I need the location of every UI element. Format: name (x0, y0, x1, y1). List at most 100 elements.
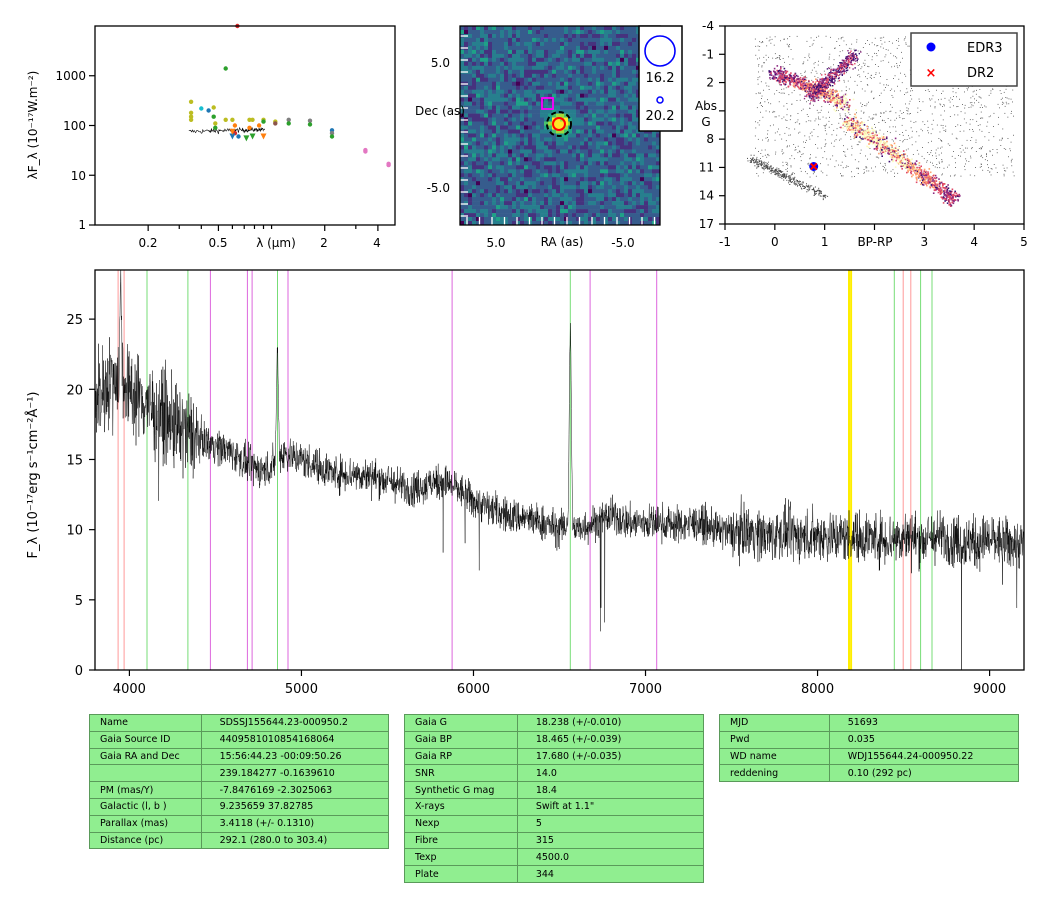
hrd-star (968, 161, 970, 162)
cutout-pixel (524, 49, 529, 55)
cutout-pixel (656, 217, 661, 222)
hrd-ms-star (890, 151, 892, 154)
cutout-pixel (460, 65, 465, 71)
hrd-star (762, 41, 763, 42)
cutout-pixel (568, 193, 573, 198)
cutout-pixel (556, 125, 561, 130)
cutout-pixel (580, 221, 585, 226)
cutout-pixel (480, 169, 485, 174)
hrd-star (757, 77, 759, 79)
cutout-pixel (468, 81, 473, 86)
cutout-pixel (580, 69, 585, 75)
hrd-star (891, 95, 893, 96)
cutout-pixel (476, 45, 481, 51)
cutout-pixel (500, 121, 505, 126)
hrd-ms-star (821, 85, 824, 88)
hrd-ms-star (896, 161, 899, 164)
cutout-pixel (484, 165, 489, 170)
cutout-pixel (572, 57, 577, 63)
hrd-star (861, 105, 863, 107)
hrd-star (939, 167, 941, 169)
cutout-pixel (560, 77, 565, 82)
hrd-star (890, 52, 892, 54)
cutout-pixel (512, 133, 517, 138)
hrd-ms-star (874, 134, 876, 136)
cutout-pixel (620, 157, 625, 162)
cutout-pixel (576, 34, 581, 39)
cutout-pixel (564, 193, 569, 198)
hrd-star (927, 142, 929, 144)
cutout-pixel (488, 181, 493, 186)
hrd-star (964, 91, 965, 93)
sed-xtick-0.5: 0.5 (208, 236, 227, 250)
cutout-pixel (476, 217, 481, 222)
cutout-pixel (588, 125, 593, 130)
cutout-pixel (580, 193, 585, 198)
hrd-ms-star (780, 67, 782, 70)
cutout-pixel (508, 157, 513, 162)
cutout-pixel (528, 105, 533, 110)
cutout-pixel (540, 153, 545, 158)
cutout-pixel (492, 65, 497, 71)
cutout-pixel (504, 77, 509, 82)
hrd-star (900, 72, 901, 74)
hrd-star (954, 157, 956, 159)
cutout-pixel (628, 121, 633, 126)
hrd-ms-star (829, 99, 832, 101)
cutout-pixel (636, 149, 641, 154)
hrd-star (879, 37, 881, 39)
cutout-pixel (544, 109, 549, 114)
cutout-pixel (544, 26, 549, 31)
cutout-pixel (528, 53, 533, 59)
cutout-pixel (632, 201, 637, 206)
hrd-star (870, 91, 872, 93)
cutout-pixel (540, 197, 545, 202)
hrd-star (1006, 97, 1008, 99)
cutout-pixel (604, 177, 609, 182)
cutout-pixel (496, 113, 501, 118)
cutout-pixel (480, 133, 485, 138)
hrd-star (786, 164, 787, 165)
cutout-pixel (472, 169, 477, 174)
cutout-pixel (496, 45, 501, 51)
cutout-pixel (592, 189, 597, 194)
cutout-pixel (604, 37, 609, 43)
cutout-pixel (588, 57, 593, 63)
hrd-star (1012, 89, 1014, 91)
cutout-pixel (612, 141, 617, 146)
cutout-pixel (636, 201, 641, 206)
hrd-star (790, 115, 792, 117)
cutout-pixel (628, 181, 633, 186)
cutout-pixel (504, 121, 509, 126)
hrd-star (861, 88, 863, 90)
cutout-pixel (508, 213, 513, 218)
hrd-star (840, 164, 842, 166)
cutout-pixel (564, 77, 569, 82)
cutout-pixel (484, 37, 489, 43)
cutout-pixel (576, 85, 581, 90)
cutout-pixel (592, 181, 597, 186)
cutout-pixel (580, 65, 585, 71)
cutout-pixel (488, 161, 493, 166)
hrd-star (1005, 101, 1007, 103)
cutout-pixel (468, 173, 473, 178)
hrd-ms-star (850, 122, 853, 124)
cutout-pixel (656, 153, 661, 158)
cutout-pixel (524, 89, 529, 94)
cutout-pixel (564, 69, 569, 75)
cutout-pixel (536, 209, 541, 214)
cutout-pixel (608, 169, 613, 174)
hrd-star (846, 165, 848, 167)
hrd-star (774, 53, 776, 55)
cutout-pixel (580, 149, 585, 154)
hrd-ms-star (795, 74, 798, 77)
cutout-pixel (608, 173, 613, 178)
sed-photometry-point (236, 134, 241, 139)
cutout-pixel (584, 101, 589, 106)
cutout-pixel (548, 65, 553, 71)
cutout-pixel (648, 153, 653, 158)
cutout-pixel (572, 149, 577, 154)
sed-panel: λF_λ (10⁻¹⁷W.m⁻²) 1 10 100 1000 0.2 0.5 … (26, 23, 396, 250)
cutout-pixel (524, 109, 529, 114)
cutout-pixel (508, 117, 513, 122)
